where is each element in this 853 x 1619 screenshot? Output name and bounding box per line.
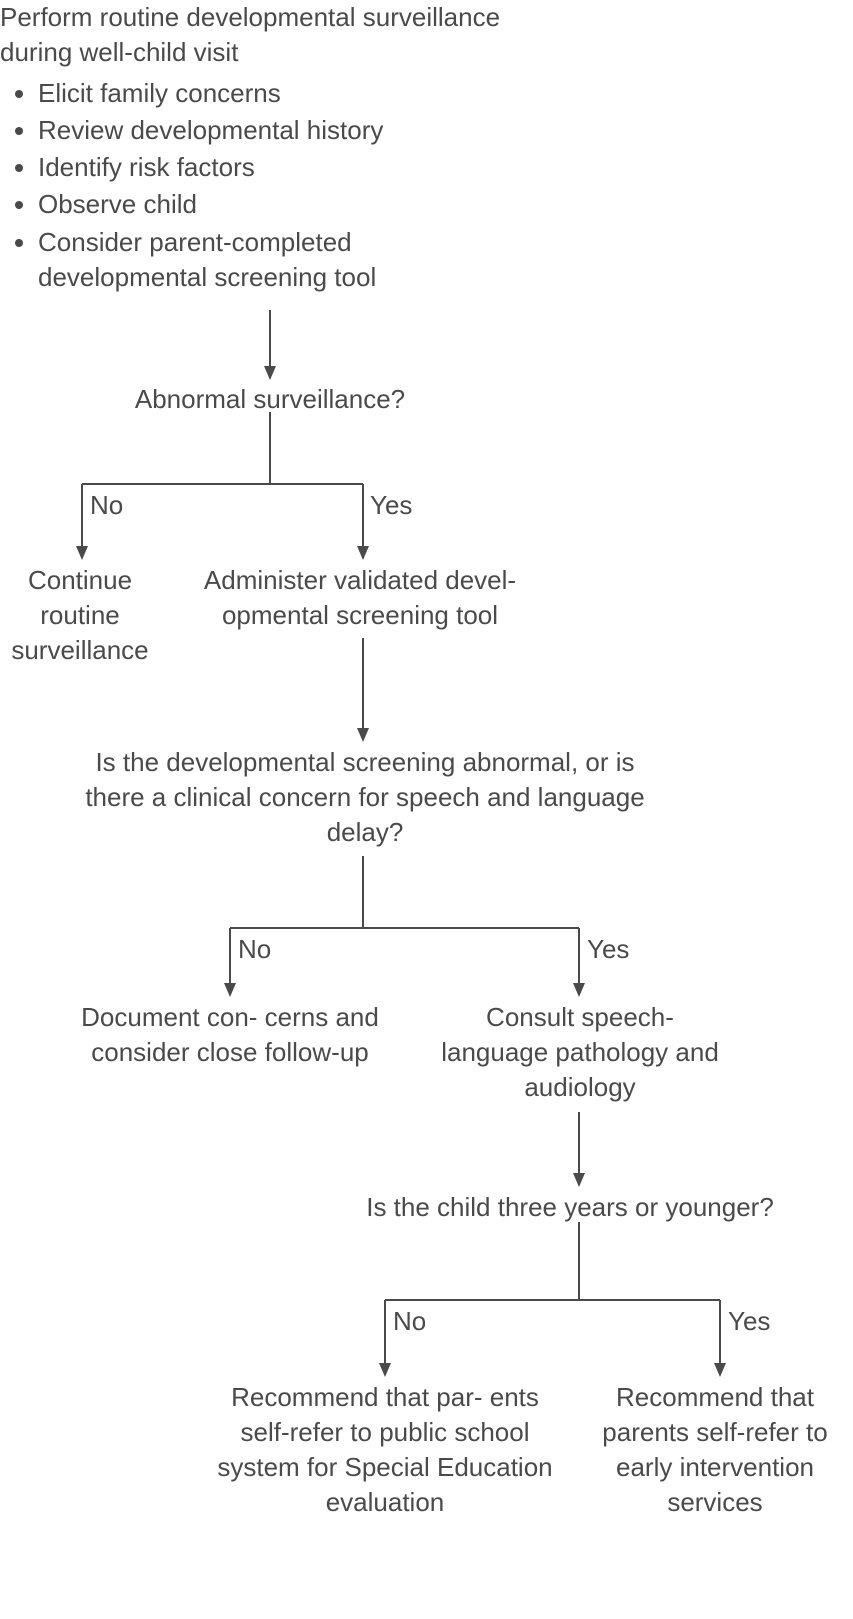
- bullet-item: Identify risk factors: [38, 150, 520, 185]
- node-surveillance-bullets: Elicit family concerns Review developmen…: [0, 76, 520, 295]
- node-consult-slp: Consult speech- language pathology and a…: [430, 1000, 730, 1105]
- node-administer-tool: Administer validated devel- opmental scr…: [170, 563, 550, 633]
- node-surveillance-header: Perform routine developmental surveillan…: [0, 0, 520, 70]
- edge-label-no: No: [238, 934, 271, 965]
- node-continue-routine: Continue routine surveillance: [0, 563, 170, 668]
- edge-label-no: No: [90, 490, 123, 521]
- node-recommend-early-intervention: Recommend that parents self-refer to ear…: [580, 1380, 850, 1520]
- node-age-three-q: Is the child three years or younger?: [290, 1190, 850, 1225]
- node-document-concerns: Document con- cerns and consider close f…: [80, 1000, 380, 1070]
- node-screening-abnormal-q: Is the developmental screening abnormal,…: [65, 745, 665, 850]
- bullet-item: Review developmental history: [38, 113, 520, 148]
- bullet-item: Consider parent-completed developmental …: [38, 225, 458, 295]
- edge-label-yes: Yes: [587, 934, 629, 965]
- bullet-item: Observe child: [38, 187, 520, 222]
- bullet-item: Elicit family concerns: [38, 76, 520, 111]
- edge-label-yes: Yes: [728, 1306, 770, 1337]
- edge-label-no: No: [393, 1306, 426, 1337]
- edge-label-yes: Yes: [370, 490, 412, 521]
- node-surveillance-intro: Perform routine developmental surveillan…: [0, 0, 520, 297]
- node-abnormal-surveillance-q: Abnormal surveillance?: [100, 382, 440, 417]
- node-recommend-school: Recommend that par- ents self-refer to p…: [215, 1380, 555, 1520]
